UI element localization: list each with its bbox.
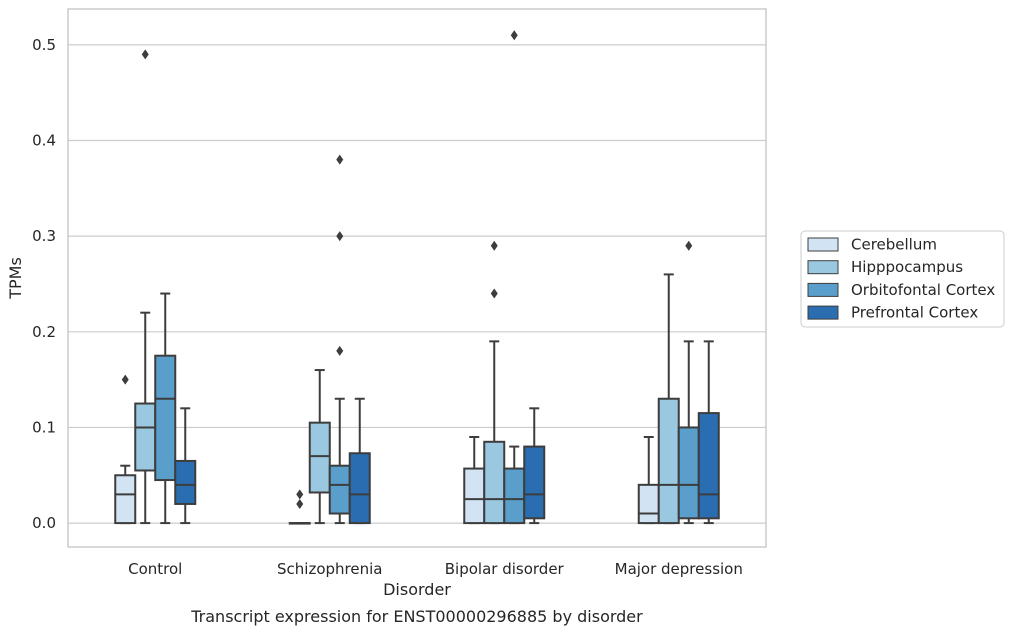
box-hipppocampus <box>134 49 157 525</box>
boxes <box>114 30 720 525</box>
outlier-point <box>336 345 344 356</box>
outlier-point <box>121 374 129 385</box>
y-tick-label: 0.5 <box>32 36 56 54</box>
x-tick-labels: Control Schizophrenia Bipolar disorder Majo… <box>128 560 743 578</box>
legend-label: Hipppocampus <box>851 258 963 276</box>
chart-caption: Transcript expression for ENST0000029688… <box>190 607 643 626</box>
outlier-point <box>685 240 693 251</box>
box-iqr <box>483 440 506 525</box>
box-orbitofontal-cortex <box>154 292 177 525</box>
box-orbitofontal-cortex <box>503 30 526 525</box>
x-tick-label: Schizophrenia <box>277 560 382 578</box>
y-tick-label: 0.3 <box>32 227 56 245</box>
legend-frame <box>800 230 1005 328</box>
legend-item: Prefrontal Cortex <box>807 304 978 322</box>
box-iqr <box>134 402 157 472</box>
box-orbitofontal-cortex <box>677 240 700 525</box>
box-iqr <box>308 421 331 494</box>
box-iqr <box>523 445 546 520</box>
box-iqr <box>114 474 137 525</box>
y-tick-label: 0.0 <box>32 514 56 532</box>
legend-label: Prefrontal Cortex <box>851 304 978 322</box>
legend-label: Cerebellum <box>851 236 937 254</box>
box-orbitofontal-cortex <box>328 154 351 525</box>
box-cerebellum <box>114 374 137 525</box>
box-iqr <box>154 354 177 482</box>
y-tick-label: 0.4 <box>32 132 56 150</box>
legend: Cerebellum Hipppocampus Orbitofontal Corte… <box>800 230 1005 328</box>
box-iqr <box>348 452 371 525</box>
outlier-point <box>296 489 304 500</box>
box-prefrontal-cortex <box>174 407 197 525</box>
outlier-point <box>490 240 498 251</box>
legend-item: Orbitofontal Cortex <box>807 281 995 299</box>
outlier-point <box>510 30 518 41</box>
box-iqr <box>677 426 700 520</box>
x-tick-label: Control <box>128 560 182 578</box>
y-tick-label: 0.1 <box>32 418 56 436</box>
legend-swatch <box>807 260 839 275</box>
legend-swatch <box>807 305 839 320</box>
box-iqr <box>697 412 720 520</box>
box-cerebellum <box>288 489 311 525</box>
legend-item: Cerebellum <box>807 236 937 254</box>
outlier-point <box>336 154 344 165</box>
box-iqr <box>174 459 197 505</box>
outlier-point <box>336 231 344 242</box>
legend-label: Orbitofontal Cortex <box>851 281 995 299</box>
plot-frame <box>67 8 767 548</box>
x-axis-title: Disorder <box>383 580 451 599</box>
legend-item: Hipppocampus <box>807 258 963 276</box>
box-hipppocampus <box>308 369 331 525</box>
box-iqr <box>503 467 526 525</box>
box-iqr <box>328 464 351 515</box>
legend-swatch <box>807 282 839 297</box>
box-prefrontal-cortex <box>523 407 546 525</box>
box-iqr <box>463 467 486 525</box>
outlier-point <box>490 288 498 299</box>
box-iqr <box>657 397 680 525</box>
y-axis-title: TPMs <box>6 257 25 300</box>
outlier-point <box>141 49 149 60</box>
box-prefrontal-cortex <box>348 397 371 525</box>
x-tick-label: Bipolar disorder <box>445 560 565 578</box>
box-hipppocampus <box>483 240 506 525</box>
y-tick-label: 0.2 <box>32 323 56 341</box>
box-prefrontal-cortex <box>697 340 720 525</box>
x-tick-label: Major depression <box>615 560 743 578</box>
box-iqr <box>637 483 660 525</box>
y-tick-labels: 0.0 0.1 0.2 0.3 0.4 0.5 <box>32 36 56 532</box>
outlier-point <box>296 498 304 509</box>
legend-swatch <box>807 237 839 252</box>
